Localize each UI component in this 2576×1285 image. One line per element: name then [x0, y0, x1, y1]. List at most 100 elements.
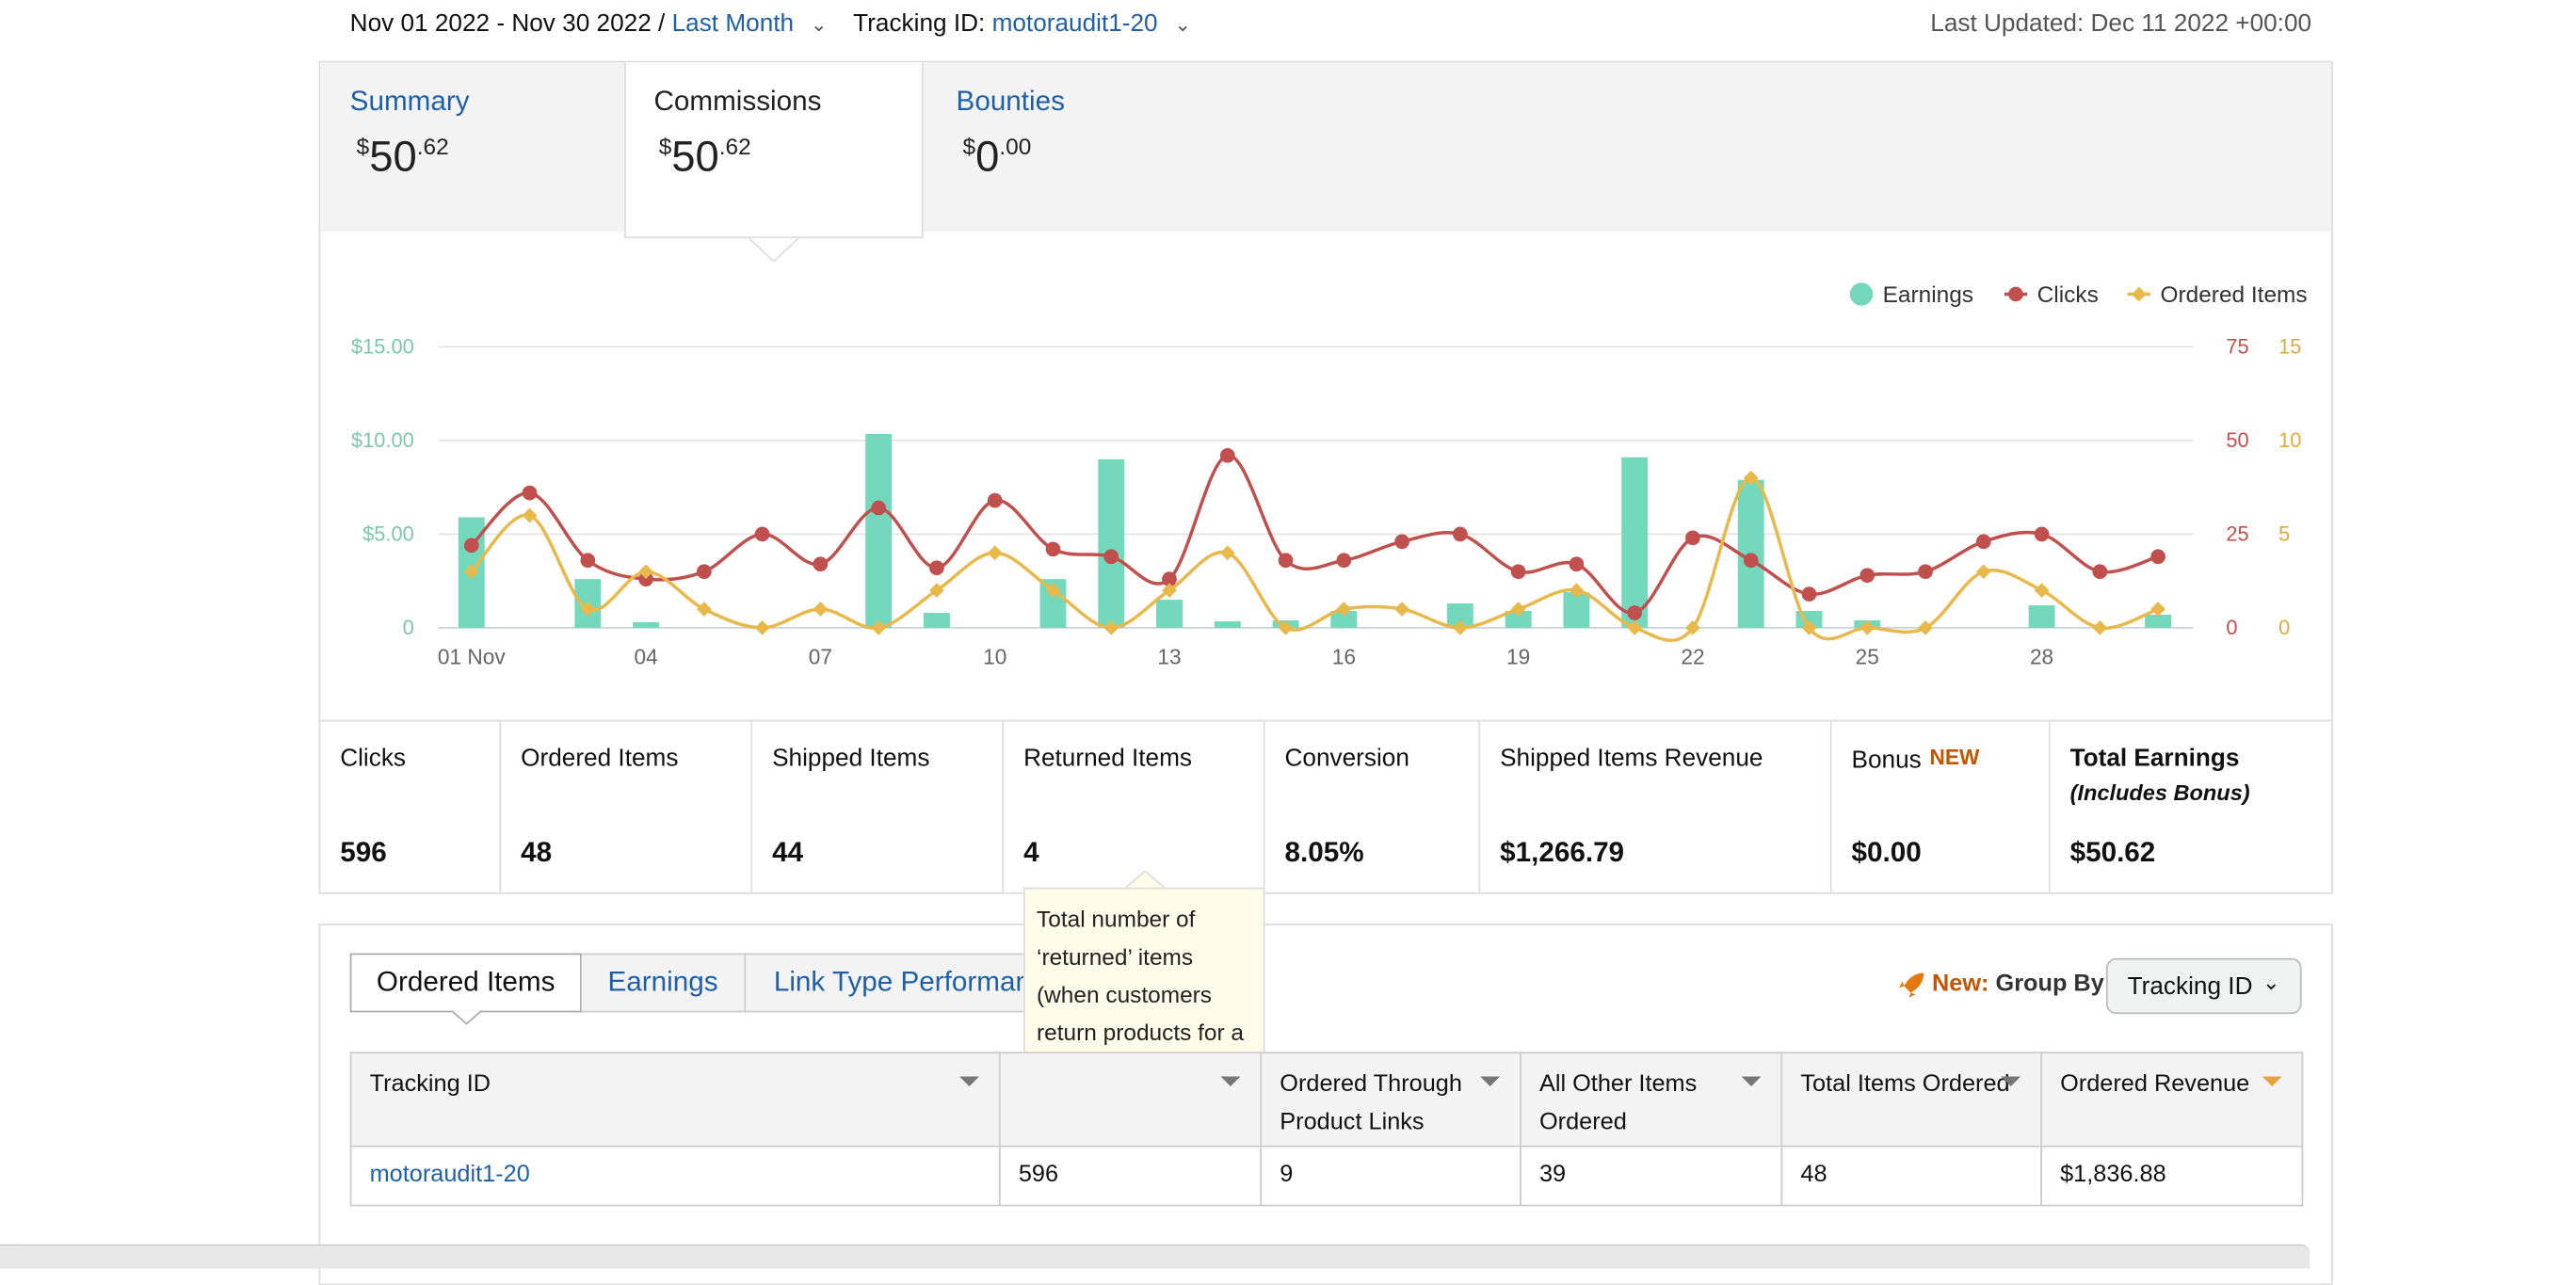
marker: [1336, 553, 1352, 569]
report-tab[interactable]: Earnings: [581, 953, 747, 1013]
stat-value: $0.00: [1851, 836, 1922, 868]
stat-cell: Conversion 8.05%: [1265, 721, 1481, 892]
chevron: ⌄: [2262, 970, 2280, 995]
tracking-label: Tracking ID:: [853, 9, 986, 39]
stat-label: Shipped Items: [772, 745, 929, 773]
rocket-icon: [1899, 972, 1924, 998]
tooltip-pointer: [1123, 871, 1167, 891]
column-header[interactable]: All Other Items Ordered: [1520, 1052, 1783, 1148]
bar: [1505, 610, 1532, 628]
column-header[interactable]: Tracking ID: [349, 1052, 1001, 1148]
column-header[interactable]: Ordered Through Product Links: [1260, 1052, 1521, 1148]
bar: [923, 612, 950, 628]
table-cell: 48: [1780, 1147, 2042, 1207]
tracking-link[interactable]: motoraudit1-20: [349, 1147, 1001, 1207]
x-tick-label: 07: [809, 644, 832, 668]
bar: [1563, 592, 1590, 628]
marker: [1801, 586, 1817, 602]
active-tab[interactable]: [624, 62, 924, 239]
tab-commissions[interactable]: Commissions: [653, 85, 822, 117]
marker: [1394, 602, 1409, 617]
group-by-select[interactable]: Tracking ID ⌄: [2105, 957, 2302, 1015]
marker: [638, 571, 653, 587]
marker: [1743, 553, 1759, 569]
sort-arrow: [1480, 1076, 1501, 1086]
bounties-amount: $0.00: [963, 132, 1032, 183]
marker: [1860, 568, 1876, 584]
stat-label: Total Earnings (Includes Bonus): [2070, 745, 2250, 806]
stat-cell: Shipped Items Revenue $1,266.79: [1480, 721, 1832, 892]
legend-label: Earnings: [1883, 282, 1973, 308]
tab-summary[interactable]: Summary: [349, 85, 470, 117]
table-cell: $1,836.88: [2040, 1147, 2304, 1207]
y2-tick-label: 0: [2226, 616, 2237, 639]
marker: [2092, 620, 2108, 635]
sort-arrow: [1220, 1076, 1241, 1086]
stat-label: Ordered Items: [521, 745, 678, 773]
column-header[interactable]: Total Items Ordered: [1780, 1052, 2042, 1148]
stat-label-text: Shipped Items: [772, 744, 930, 773]
marker: [638, 564, 653, 580]
new-label: New:: [1932, 971, 1989, 998]
tab-bounties[interactable]: Bounties: [956, 85, 1065, 117]
marker: [1219, 447, 1235, 463]
date-range: Nov 01 2022 - Nov 30 2022 /: [349, 9, 666, 39]
legend-swatch: [2008, 286, 2023, 302]
group-by-label: Group By:: [1995, 971, 2113, 998]
y2-tick-label: 25: [2226, 522, 2248, 545]
y3-tick-label: 0: [2278, 616, 2290, 639]
stat-label-text: Conversion: [1284, 744, 1409, 773]
stat-value: 44: [772, 836, 804, 868]
column-header[interactable]: Ordered Revenue: [2040, 1052, 2304, 1148]
group-by: New: Group By:: [1932, 972, 2112, 998]
column-header-text: Tracking ID: [369, 1071, 491, 1099]
column-header-text: All Other Items Ordered: [1538, 1071, 1698, 1136]
bar: [1621, 457, 1649, 628]
x-tick-label: 13: [1157, 644, 1181, 668]
bar: [633, 621, 660, 628]
marker: [2092, 564, 2108, 580]
marker: [522, 485, 538, 501]
stat-value: 48: [521, 836, 553, 868]
stat-cell: Total Earnings (Includes Bonus) $50.62: [2051, 721, 2331, 892]
marker: [697, 564, 712, 580]
marker: [1453, 526, 1468, 542]
report-tab[interactable]: Link Type Performan: [746, 953, 1058, 1013]
x-tick-label: 19: [1506, 644, 1530, 668]
report-tab-active[interactable]: Ordered Items: [349, 953, 582, 1013]
marker: [1510, 564, 1526, 580]
marker: [754, 526, 770, 542]
summary-amount: $50.62: [357, 132, 449, 183]
marker: [2150, 602, 2165, 617]
marker: [871, 500, 887, 516]
y-tick-label: $15.00: [351, 334, 414, 358]
sort-arrow: [2262, 1076, 2282, 1086]
legend-label: Ordered Items: [2161, 282, 2308, 308]
amount-fraction: .62: [718, 133, 751, 160]
table-cell: 39: [1520, 1147, 1783, 1207]
stat-label: Clicks: [340, 745, 406, 773]
column-header[interactable]: [998, 1052, 1263, 1148]
tracking-dropdown[interactable]: motoraudit1-20: [991, 9, 1158, 39]
stat-label-text: Total Earnings: [2069, 744, 2240, 773]
sort-arrow: [959, 1076, 979, 1086]
stat-value: $50.62: [2069, 836, 2156, 868]
marker: [1394, 534, 1409, 550]
column-header-text: Ordered Revenue: [2060, 1071, 2250, 1099]
legend-label: Clicks: [2037, 282, 2099, 308]
marker: [1569, 556, 1585, 572]
last-updated: Last Updated: Dec 11 2022 +00:00: [1930, 9, 2312, 39]
marker: [1627, 605, 1643, 620]
chevron: ⌄: [810, 12, 828, 37]
marker: [1975, 564, 1991, 580]
bottom-bar: [0, 1244, 2310, 1269]
period-dropdown[interactable]: Last Month: [671, 9, 795, 39]
x-tick-label: 16: [1332, 644, 1356, 668]
amount-whole: 0: [975, 131, 1000, 182]
bar: [2028, 605, 2055, 628]
stat-cell: Clicks 596: [320, 721, 502, 892]
stat-value: 4: [1023, 836, 1039, 868]
stat-value: 8.05%: [1284, 836, 1364, 868]
amount-fraction: .00: [999, 133, 1032, 160]
